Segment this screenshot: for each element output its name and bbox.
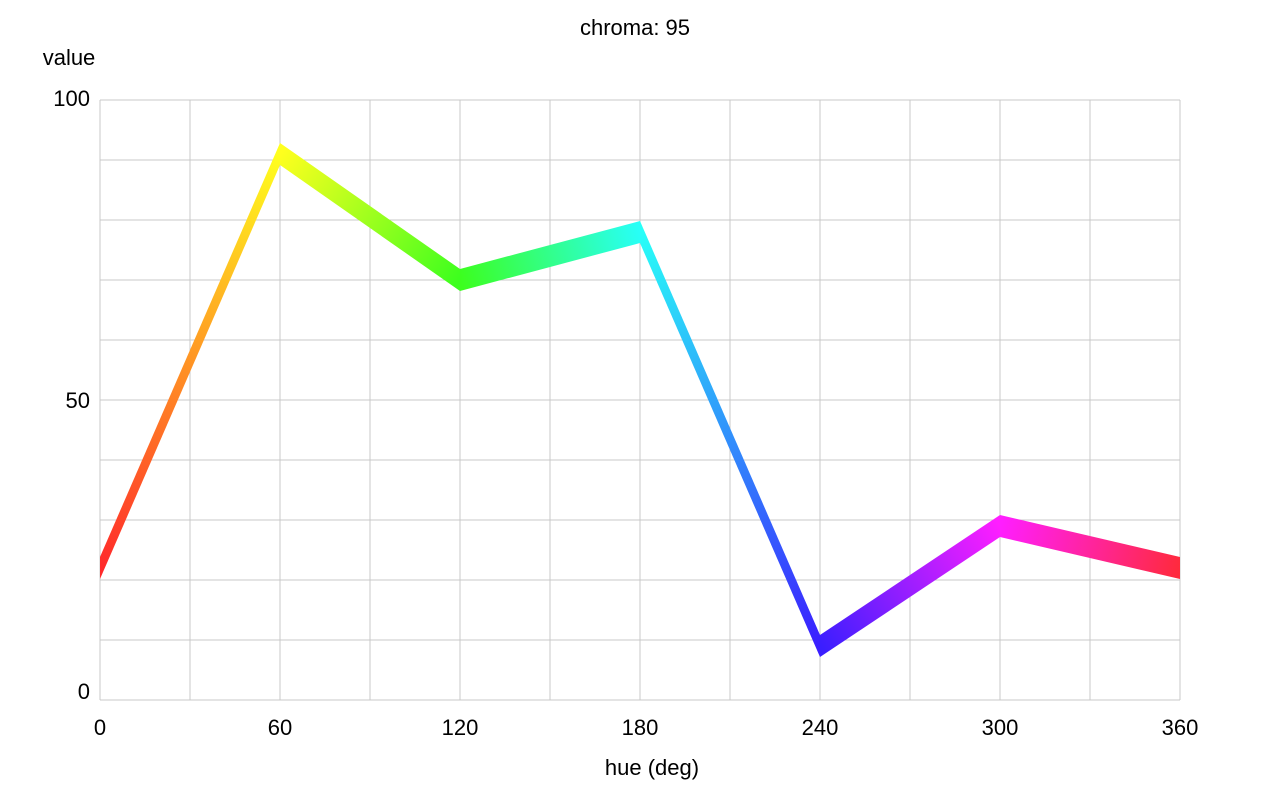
y-axis-label: value bbox=[43, 45, 96, 70]
x-tick-label: 240 bbox=[802, 715, 839, 740]
x-axis-label: hue (deg) bbox=[605, 755, 699, 780]
series-segment bbox=[100, 143, 280, 579]
series-segment bbox=[820, 515, 1000, 657]
x-tick-label: 0 bbox=[94, 715, 106, 740]
series-segment bbox=[640, 221, 820, 657]
series-segment bbox=[460, 221, 640, 291]
y-tick-label: 0 bbox=[78, 679, 90, 704]
x-tick-label: 300 bbox=[982, 715, 1019, 740]
tick-labels: 0 60 120 180 240 300 360 0 50 100 bbox=[53, 86, 1198, 740]
series-segment bbox=[1000, 515, 1180, 579]
chart-title: chroma: 95 bbox=[580, 15, 690, 40]
x-tick-label: 180 bbox=[622, 715, 659, 740]
data-series bbox=[100, 143, 1180, 657]
y-tick-label: 100 bbox=[53, 86, 90, 111]
grid bbox=[99, 99, 1181, 701]
series-segment bbox=[280, 143, 460, 291]
x-tick-label: 360 bbox=[1162, 715, 1199, 740]
x-tick-label: 60 bbox=[268, 715, 292, 740]
y-tick-label: 50 bbox=[66, 388, 90, 413]
x-tick-label: 120 bbox=[442, 715, 479, 740]
